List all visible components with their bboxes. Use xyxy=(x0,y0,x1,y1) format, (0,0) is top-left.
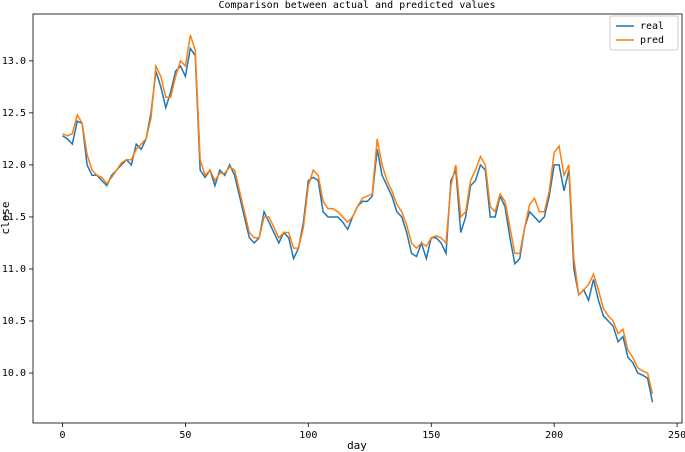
legend-box xyxy=(609,15,679,51)
series-line xyxy=(62,46,654,403)
plot-frame xyxy=(32,13,683,424)
y-tick-label: 10.0 xyxy=(2,368,26,379)
y-tick-label: 10.5 xyxy=(2,316,26,327)
x-tick-label: 50 xyxy=(179,430,191,441)
x-tick-label: 200 xyxy=(545,430,563,441)
y-tick-label: 11.0 xyxy=(2,264,26,275)
x-tick-label: 150 xyxy=(422,430,440,441)
x-tick-label: 0 xyxy=(59,430,65,441)
x-axis-label: day xyxy=(347,439,367,452)
x-tick-label: 100 xyxy=(299,430,317,441)
series-line xyxy=(62,34,654,395)
chart-title: Comparison between actual and predicted … xyxy=(219,0,496,11)
y-axis-label: close xyxy=(0,201,12,234)
y-tick-label: 11.5 xyxy=(2,212,26,223)
y-tick-label: 12.5 xyxy=(2,108,26,119)
y-tick-label: 12.0 xyxy=(2,160,26,171)
legend-label: real xyxy=(640,21,664,32)
y-tick-label: 13.0 xyxy=(2,56,26,67)
x-tick-label: 250 xyxy=(668,430,685,441)
legend-label: pred xyxy=(640,35,664,46)
